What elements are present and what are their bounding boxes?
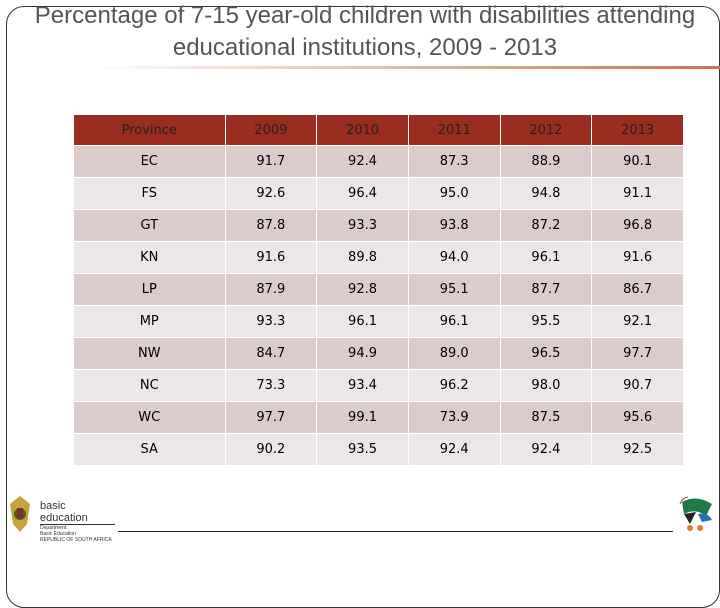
- table-cell: 87.2: [499, 209, 593, 242]
- table-cell: 96.1: [499, 241, 593, 274]
- province-cell: GT: [73, 209, 226, 242]
- table-cell: 93.4: [316, 369, 409, 402]
- table-cell: 94.8: [499, 177, 593, 210]
- table-cell: 93.3: [316, 209, 409, 242]
- twenty-years-freedom-logo: [679, 496, 712, 531]
- table-cell: 94.9: [316, 337, 409, 370]
- table-cell: 89.8: [316, 241, 409, 274]
- table-cell: 95.6: [591, 401, 684, 434]
- logo-main-text: basic education: [40, 500, 115, 525]
- table-cell: 92.6: [224, 177, 318, 210]
- table-row: NW 84.7 94.9 89.0 96.5 97.7: [73, 337, 684, 370]
- table-cell: 96.5: [499, 337, 593, 370]
- province-cell: NC: [73, 369, 226, 402]
- table-cell: 87.3: [407, 145, 501, 178]
- department-logo-text: basic education Department: Basic Educat…: [40, 500, 115, 543]
- column-header: 2013: [591, 114, 684, 146]
- column-header: 2010: [316, 114, 409, 146]
- table-cell: 93.5: [316, 433, 409, 466]
- title-accent-rule: [90, 66, 720, 69]
- province-cell: EC: [73, 145, 226, 178]
- table-cell: 95.0: [407, 177, 501, 210]
- province-cell: LP: [73, 273, 226, 306]
- table-cell: 91.1: [591, 177, 684, 210]
- table-cell: 92.4: [407, 433, 501, 466]
- coat-of-arms-logo: [10, 496, 30, 532]
- table-cell: 97.7: [591, 337, 684, 370]
- table-cell: 95.5: [499, 305, 593, 338]
- logo-sub-text: Department:: [40, 525, 68, 531]
- table-cell: 95.1: [407, 273, 501, 306]
- province-cell: WC: [73, 401, 226, 434]
- table-row: LP 87.9 92.8 95.1 87.7 86.7: [73, 273, 684, 306]
- column-header: 2009: [224, 114, 318, 146]
- table-cell: 91.6: [591, 241, 684, 274]
- table-cell: 94.0: [407, 241, 501, 274]
- table-cell: 90.1: [591, 145, 684, 178]
- table-cell: 96.2: [407, 369, 501, 402]
- table-cell: 87.8: [224, 209, 318, 242]
- table-cell: 92.4: [499, 433, 593, 466]
- table-row: FS 92.6 96.4 95.0 94.8 91.1: [73, 177, 684, 210]
- province-cell: FS: [73, 177, 226, 210]
- table-cell: 96.8: [591, 209, 684, 242]
- slide-title: Percentage of 7-15 year-old children wit…: [34, 2, 696, 61]
- table-cell: 92.8: [316, 273, 409, 306]
- data-table: Province 2009 2010 2011 2012 2013 EC 91.7 92.4 8…: [73, 114, 684, 466]
- table-cell: 93.8: [407, 209, 501, 242]
- table-cell: 97.7: [224, 401, 318, 434]
- table-cell: 73.9: [407, 401, 501, 434]
- table-row: KN 91.6 89.8 94.0 96.1 91.6: [73, 241, 684, 274]
- footer-rule: [118, 531, 673, 532]
- column-header: 2011: [407, 114, 501, 146]
- table-cell: 87.9: [224, 273, 318, 306]
- table-cell: 86.7: [591, 273, 684, 306]
- logo-sub-text: Basic Education: [40, 531, 76, 537]
- table-row: EC 91.7 92.4 87.3 88.9 90.1: [73, 145, 684, 178]
- table-row: SA 90.2 93.5 92.4 92.4 92.5: [73, 433, 684, 466]
- table-cell: 89.0: [407, 337, 501, 370]
- column-header: Province: [73, 114, 226, 146]
- province-cell: MP: [73, 305, 226, 338]
- table-cell: 92.1: [591, 305, 684, 338]
- table-cell: 93.3: [224, 305, 318, 338]
- table-cell: 92.4: [316, 145, 409, 178]
- table-row: MP 93.3 96.1 96.1 95.5 92.1: [73, 305, 684, 338]
- table-row: NC 73.3 93.4 96.2 98.0 90.7: [73, 369, 684, 402]
- table-cell: 91.7: [224, 145, 318, 178]
- table-row: WC 97.7 99.1 73.9 87.5 95.6: [73, 401, 684, 434]
- table-cell: 84.7: [224, 337, 318, 370]
- province-cell: NW: [73, 337, 226, 370]
- logo-sub-text: REPUBLIC OF SOUTH AFRICA: [40, 537, 112, 543]
- table-cell: 99.1: [316, 401, 409, 434]
- table-cell: 98.0: [499, 369, 593, 402]
- table-cell: 96.4: [316, 177, 409, 210]
- table-cell: 87.5: [499, 401, 593, 434]
- table-header-row: Province 2009 2010 2011 2012 2013: [73, 114, 684, 146]
- table-row: GT 87.8 93.3 93.8 87.2 96.8: [73, 209, 684, 242]
- table-cell: 73.3: [224, 369, 318, 402]
- table-cell: 87.7: [499, 273, 593, 306]
- table-cell: 88.9: [499, 145, 593, 178]
- table-cell: 96.1: [407, 305, 501, 338]
- province-cell: KN: [73, 241, 226, 274]
- table-cell: 90.7: [591, 369, 684, 402]
- table-cell: 90.2: [224, 433, 318, 466]
- table-cell: 96.1: [316, 305, 409, 338]
- province-cell: SA: [73, 433, 226, 466]
- table-cell: 91.6: [224, 241, 318, 274]
- column-header: 2012: [499, 114, 593, 146]
- table-cell: 92.5: [591, 433, 684, 466]
